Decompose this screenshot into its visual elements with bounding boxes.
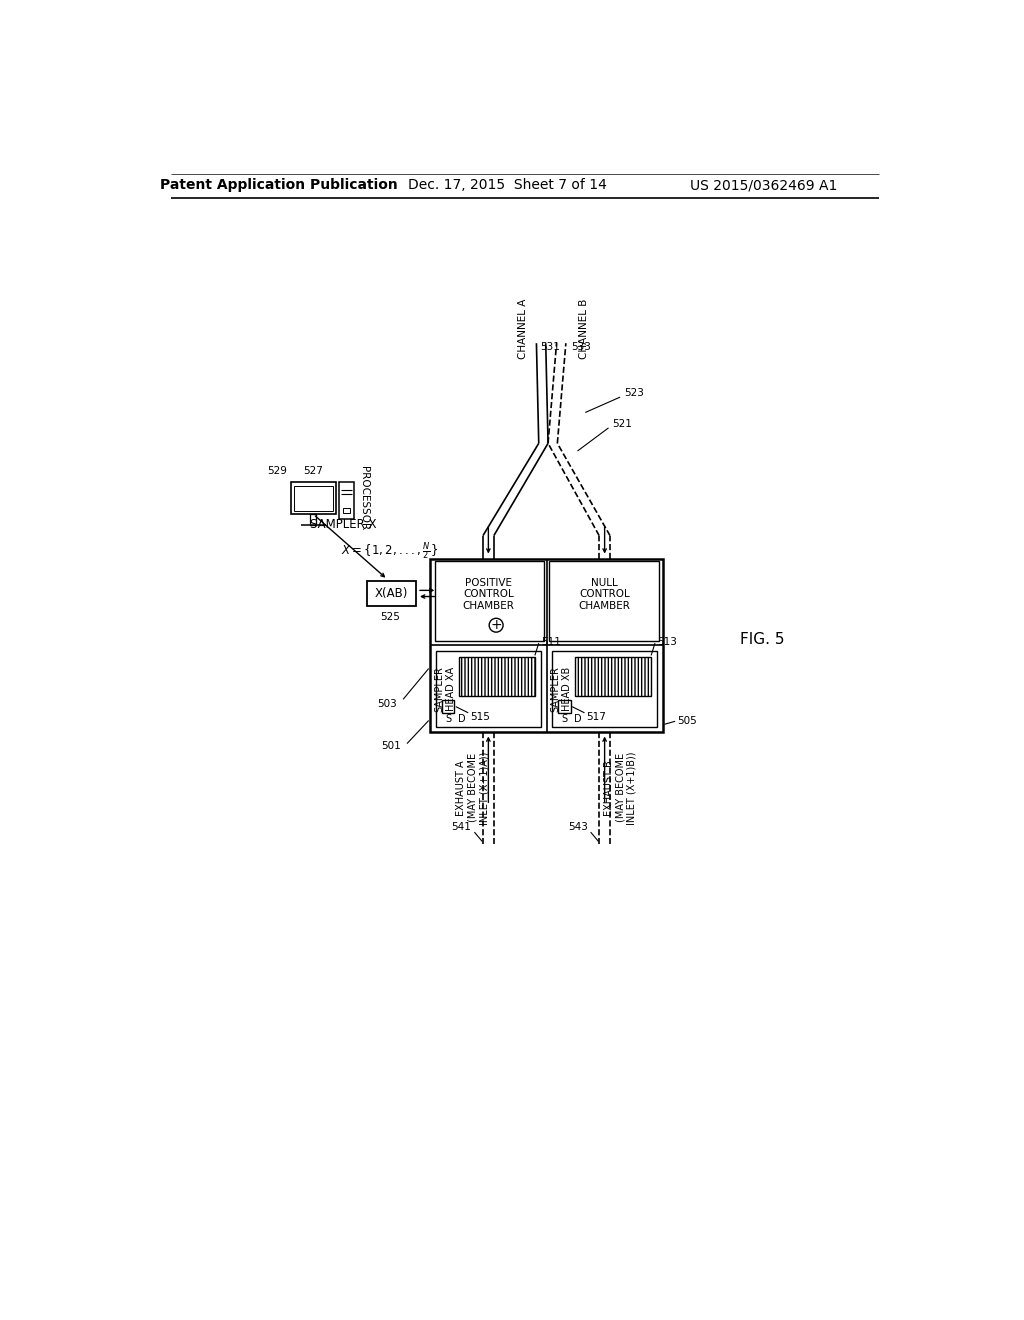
Text: 503: 503 xyxy=(377,700,397,709)
Text: 531: 531 xyxy=(541,342,560,352)
Bar xyxy=(558,701,570,713)
Bar xyxy=(310,515,316,525)
Text: 515: 515 xyxy=(470,713,489,722)
Text: Dec. 17, 2015  Sheet 7 of 14: Dec. 17, 2015 Sheet 7 of 14 xyxy=(409,178,607,193)
Text: CHANNEL A: CHANNEL A xyxy=(518,298,528,359)
Text: X(AB): X(AB) xyxy=(375,587,409,601)
Text: CHANNEL B: CHANNEL B xyxy=(579,298,589,359)
Bar xyxy=(291,482,336,515)
Text: POSITIVE
CONTROL
CHAMBER: POSITIVE CONTROL CHAMBER xyxy=(463,578,514,611)
Text: FIG. 5: FIG. 5 xyxy=(740,632,784,647)
Bar xyxy=(368,581,416,606)
Bar xyxy=(459,657,535,696)
Bar xyxy=(442,701,455,713)
Text: 533: 533 xyxy=(571,342,591,352)
Text: SAMPLER
HEAD XB: SAMPLER HEAD XB xyxy=(551,665,572,711)
Bar xyxy=(435,651,541,726)
Text: 517: 517 xyxy=(586,713,606,722)
Text: EXHAUST B
(MAY BECOME
INLET (X+1)B)): EXHAUST B (MAY BECOME INLET (X+1)B)) xyxy=(603,751,637,825)
Text: 521: 521 xyxy=(612,418,632,429)
Text: 511: 511 xyxy=(541,636,561,647)
Text: Patent Application Publication: Patent Application Publication xyxy=(160,178,398,193)
Text: NULL
CONTROL
CHAMBER: NULL CONTROL CHAMBER xyxy=(579,578,631,611)
Bar xyxy=(435,561,544,640)
Bar xyxy=(552,651,657,726)
Bar xyxy=(343,508,350,512)
Bar xyxy=(549,561,659,640)
Text: EXHAUST A
(MAY BECOME
INLET (X+1)A)): EXHAUST A (MAY BECOME INLET (X+1)A)) xyxy=(457,751,489,825)
Bar xyxy=(575,657,651,696)
Bar xyxy=(339,482,354,519)
Text: D: D xyxy=(574,714,582,723)
Text: 501: 501 xyxy=(381,741,400,751)
Text: 513: 513 xyxy=(657,636,677,647)
Text: S: S xyxy=(561,714,567,723)
Text: SAMPLER
HEAD XA: SAMPLER HEAD XA xyxy=(434,665,456,711)
Text: 527: 527 xyxy=(303,466,324,477)
Bar xyxy=(294,487,333,511)
Bar xyxy=(430,558,663,733)
Text: 541: 541 xyxy=(452,822,471,832)
Text: 529: 529 xyxy=(267,466,287,477)
Text: $X = \{1,2,...,\frac{N}{2}\}$: $X = \{1,2,...,\frac{N}{2}\}$ xyxy=(341,540,438,562)
Text: 523: 523 xyxy=(624,388,644,399)
Text: 543: 543 xyxy=(567,822,588,832)
Text: SAMPLER X: SAMPLER X xyxy=(310,517,377,531)
Text: US 2015/0362469 A1: US 2015/0362469 A1 xyxy=(690,178,838,193)
Text: +: + xyxy=(490,618,502,632)
Text: S: S xyxy=(445,714,452,723)
Text: 505: 505 xyxy=(677,715,696,726)
Text: 525: 525 xyxy=(380,611,400,622)
Text: D: D xyxy=(458,714,466,723)
Text: PROCESSOR: PROCESSOR xyxy=(358,466,369,531)
